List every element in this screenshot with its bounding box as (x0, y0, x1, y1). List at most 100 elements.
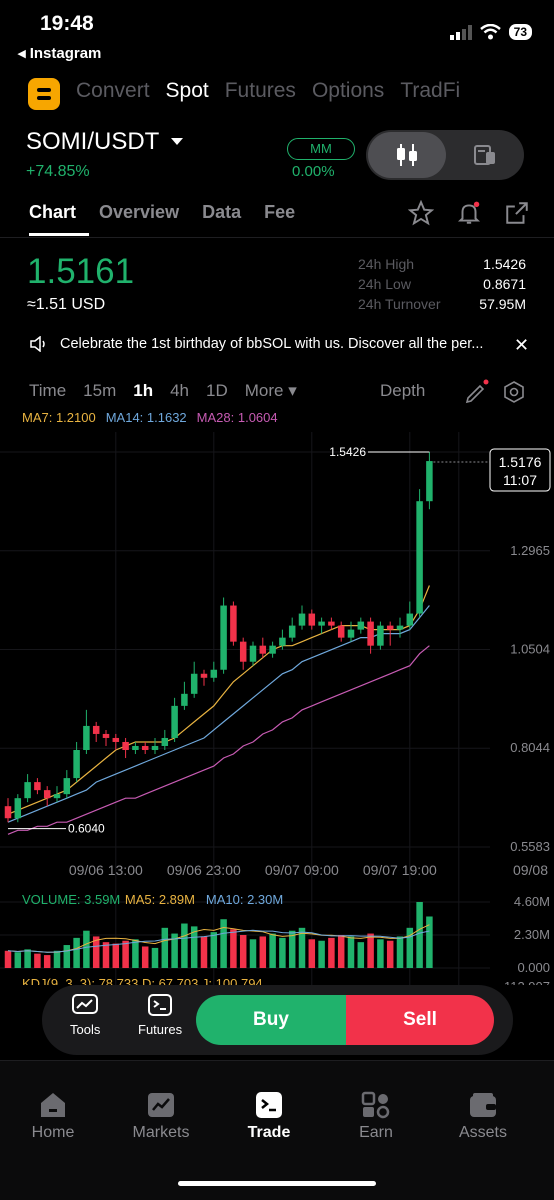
announcement-banner[interactable]: Celebrate the 1st birthday of bbSOL with… (30, 336, 483, 352)
nav-futures[interactable]: Futures (224, 79, 296, 102)
candle (386, 625, 394, 630)
volume-bar (416, 902, 423, 968)
interval-selector: Time 15m 1h 4h 1D More ▾ (29, 381, 297, 401)
caret-down-icon (171, 138, 184, 145)
pair-symbol: SOMI/USDT (26, 128, 160, 155)
interval-time[interactable]: Time (29, 381, 67, 400)
tab-assets[interactable]: Assets (438, 1091, 528, 1142)
depth-tab[interactable]: Depth (380, 381, 426, 400)
candle (210, 669, 218, 678)
candle (171, 705, 178, 738)
ma28-line (7, 645, 430, 835)
futures-label: Futures (138, 1022, 183, 1037)
announcement-text: Celebrate the 1st birthday of bbSOL with… (60, 336, 484, 352)
interval-1d[interactable]: 1D (206, 381, 228, 400)
close-icon[interactable]: ✕ (514, 335, 530, 355)
tab-icons (408, 200, 530, 226)
volume-ma5-line (7, 924, 430, 953)
stat-low: 0.8671 (483, 276, 526, 292)
candle (200, 673, 208, 678)
interval-15m[interactable]: 15m (83, 381, 117, 400)
volume-bar (288, 930, 296, 968)
action-bar: Tools Futures Buy Sell (42, 985, 513, 1055)
candle (298, 613, 306, 626)
signal-icon (449, 24, 472, 40)
volume-bar (239, 935, 247, 968)
status-icons: 73 (449, 24, 532, 40)
volume-axis-label: 0.000 (517, 960, 550, 975)
tab-trade[interactable]: Trade (224, 1091, 314, 1142)
candle (141, 745, 149, 751)
app-logo-icon[interactable] (28, 78, 60, 110)
pair-selector[interactable]: SOMI/USDT (26, 128, 184, 156)
volume-bar (396, 936, 404, 968)
settings-hexagon-icon[interactable] (502, 380, 526, 404)
interval-1h[interactable]: 1h (133, 381, 154, 400)
interval-more[interactable]: More ▾ (244, 381, 297, 400)
draw-pencil-icon[interactable] (464, 378, 490, 404)
candle (308, 613, 316, 626)
wallet-icon (470, 1093, 496, 1117)
tab-overview[interactable]: Overview (99, 202, 180, 222)
candle (43, 790, 51, 799)
time-axis-label: 09/07 19:00 (363, 862, 437, 878)
ma-legend: MA7: 1.2100 MA14: 1.1632 MA28: 1.0604 (22, 410, 278, 425)
tab-markets[interactable]: Markets (116, 1091, 206, 1142)
ma7-label: MA7: 1.2100 (22, 410, 96, 425)
volume-bar (122, 940, 129, 968)
tab-chart[interactable]: Chart (29, 202, 77, 222)
candle (14, 798, 22, 819)
volume-ma10-line (7, 929, 430, 953)
volume-bar (249, 939, 257, 968)
tab-fee[interactable]: Fee (264, 202, 296, 222)
candle (4, 806, 12, 819)
share-icon[interactable] (504, 200, 530, 226)
volume-bar (357, 942, 365, 968)
volume-bar (200, 936, 208, 968)
candle (396, 625, 404, 630)
tab-earn[interactable]: Earn (331, 1091, 421, 1142)
futures-button[interactable]: Futures (138, 993, 182, 1037)
nav-convert[interactable]: Convert (76, 79, 150, 102)
price-stats: 24h High 1.5426 24h Low 0.8671 24h Turnove… (358, 256, 526, 316)
candle (230, 605, 237, 642)
candle (357, 621, 365, 630)
candle (112, 737, 120, 742)
tab-home[interactable]: Home (8, 1091, 98, 1142)
mm-badge[interactable]: MM (287, 138, 355, 160)
bell-icon[interactable] (456, 200, 482, 226)
ma14-line (7, 605, 430, 823)
home-icon (41, 1093, 65, 1117)
price-axis-label: 0.8044 (510, 740, 550, 755)
orderbook-view-icon[interactable] (474, 145, 496, 165)
interval-4h[interactable]: 4h (170, 381, 189, 400)
home-indicator (178, 1181, 376, 1186)
volume-bar (328, 937, 335, 968)
time-axis-label: 09/07 09:00 (265, 862, 339, 878)
tab-data[interactable]: Data (202, 202, 242, 222)
earn-icon (361, 1091, 390, 1119)
sell-button[interactable]: Sell (346, 995, 494, 1045)
status-time: 19:48 (40, 12, 94, 35)
candle (239, 641, 247, 662)
star-icon[interactable] (408, 200, 434, 226)
candlestick-view-button[interactable] (368, 132, 446, 178)
back-to-instagram-link[interactable]: ◂ Instagram (18, 45, 102, 62)
candle (377, 625, 384, 646)
tools-button[interactable]: Tools (70, 993, 100, 1037)
divider (0, 237, 554, 238)
nav-spot[interactable]: Spot (165, 79, 209, 102)
volume-legend-2: MA10: 2.30M (206, 892, 283, 907)
volume-bar (367, 933, 374, 968)
price-axis-label: 0.5583 (510, 839, 550, 854)
candle (288, 625, 296, 638)
nav-options[interactable]: Options (311, 79, 385, 102)
candle (318, 621, 325, 626)
high-marker-label: 1.5426 (329, 445, 366, 459)
candle (220, 605, 227, 670)
candle (181, 693, 188, 706)
buy-button[interactable]: Buy (196, 995, 346, 1045)
nav-tradfi[interactable]: TradFi (400, 79, 461, 102)
volume-bar (171, 933, 178, 968)
price-chart[interactable]: 1.2965 1.0504 0.8044 0.5583 09/06 13:00 09/06… (0, 430, 554, 985)
